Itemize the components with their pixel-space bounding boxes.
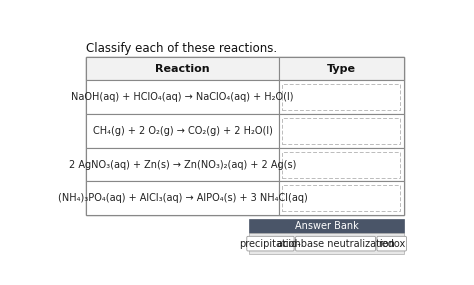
Bar [86,148,279,182]
Text: CH₄(g) + 2 O₂(g) → CO₂(g) + 2 H₂O(l): CH₄(g) + 2 O₂(g) → CO₂(g) + 2 H₂O(l) [92,126,273,136]
Bar [249,233,404,255]
Bar [279,182,404,215]
Bar [279,57,404,80]
Bar [283,185,400,211]
FancyBboxPatch shape [377,236,406,251]
Bar [86,57,279,80]
Bar [279,80,404,114]
Text: (NH₄)₃PO₄(aq) + AlCl₃(aq) → AlPO₄(s) + 3 NH₄Cl(aq): (NH₄)₃PO₄(aq) + AlCl₃(aq) → AlPO₄(s) + 3… [58,193,307,203]
Text: Answer Bank: Answer Bank [295,221,358,231]
Bar [86,57,404,215]
Bar [279,148,404,182]
FancyBboxPatch shape [296,236,375,251]
Bar [86,80,279,114]
Bar [86,57,404,80]
Text: redox: redox [378,239,405,249]
Bar [86,182,279,215]
Bar [279,114,404,148]
Bar [283,84,400,110]
Text: acid-base neutralization: acid-base neutralization [277,239,394,249]
Text: 2 AgNO₃(aq) + Zn(s) → Zn(NO₃)₂(aq) + 2 Ag(s): 2 AgNO₃(aq) + Zn(s) → Zn(NO₃)₂(aq) + 2 A… [69,160,296,170]
Text: NaOH(aq) + HClO₄(aq) → NaClO₄(aq) + H₂O(l): NaOH(aq) + HClO₄(aq) → NaClO₄(aq) + H₂O(… [71,92,294,102]
FancyBboxPatch shape [247,236,294,251]
Text: Type: Type [327,64,356,74]
Bar [283,152,400,178]
Text: precipitation: precipitation [239,239,301,249]
Text: Reaction: Reaction [155,64,210,74]
Text: Classify each of these reactions.: Classify each of these reactions. [86,42,277,55]
Bar [86,114,279,148]
Bar [249,219,404,233]
Bar [283,118,400,144]
